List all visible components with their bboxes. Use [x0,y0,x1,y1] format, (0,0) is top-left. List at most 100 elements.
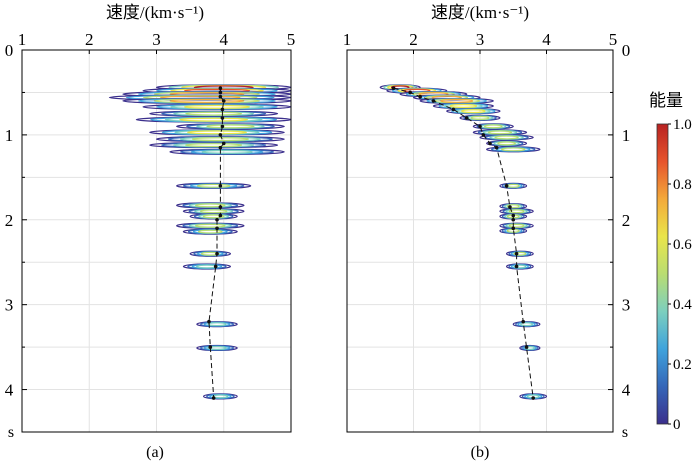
colorbar-tick-label: 0.8 [673,177,692,193]
y-tick-label: 4 [5,381,14,400]
velocity-pick-point [508,205,512,209]
energy-contour [494,135,519,140]
energy-cluster [512,321,541,328]
energy-contour [487,130,513,135]
energy-cluster [189,250,232,257]
energy-cluster [189,213,238,220]
velocity-pick-point [221,99,226,103]
x-tick-label: 4 [542,30,551,49]
x-axis-title-b: 速度/(km·s⁻¹) [431,3,529,22]
velocity-pick-point [511,217,516,222]
velocity-pick-point [511,226,516,231]
velocity-pick-point [524,345,529,349]
energy-contour [501,147,526,152]
energy-cluster [196,321,238,328]
energy-contour [506,204,520,209]
x-tick-label: 5 [609,30,618,49]
energy-cluster [182,208,245,215]
energy-contour [483,124,503,129]
velocity-pick-point [218,90,223,95]
velocity-pick-point [218,184,223,188]
colorbar-tick-label: 1.0 [673,117,692,133]
colorbar-tick-label: 0.6 [673,237,692,253]
energy-cluster [122,97,292,105]
y-tick-label: 1 [622,126,631,145]
velocity-pick-point [220,116,225,120]
energy-cluster [446,108,501,115]
energy-cluster [499,222,534,229]
energy-contour [194,223,226,228]
velocity-pick-point [218,205,223,209]
velocity-pick-line [208,88,225,399]
energy-cluster [486,146,541,153]
energy-cluster [155,136,285,143]
energy-cluster [506,263,534,270]
velocity-pick-point [431,99,436,103]
x-axis-title-a: 速度/(km·s⁻¹) [106,3,204,22]
colorbar-tick-label: 0.4 [673,297,692,313]
energy-contour [194,203,226,208]
energy-contour [449,104,478,109]
energy-cluster [486,140,528,147]
velocity-pick-point [488,141,492,146]
velocity-pick-point [478,124,482,129]
energy-cluster [176,202,245,209]
velocity-pick-point [220,124,225,129]
velocity-pick-point [464,116,469,120]
energy-cluster [202,393,238,400]
colorbar: 能量 1.0 0.8 0.6 0.4 0.2 0 [649,91,692,433]
y-tick-label: 3 [5,296,14,315]
energy-contour [206,124,255,129]
velocity-pick-point [218,94,223,99]
velocity-pick-point [451,107,456,112]
velocity-pick-point [215,226,219,231]
x-tick-label: 3 [476,30,485,49]
energy-contour [196,183,231,188]
energy-contour [470,115,490,120]
velocity-pick-point [218,86,223,90]
velocity-pick-point [215,251,219,256]
colorbar-gradient [656,123,669,425]
x-tick-label: 1 [343,30,352,49]
velocity-pick-point [218,145,223,150]
velocity-pick-point [504,184,509,188]
y-tick-label: 0 [622,41,631,60]
x-tick-label: 2 [85,30,94,49]
y-tick-label: 2 [5,211,14,230]
y-unit-label-right: s [622,424,628,441]
energy-cluster [499,208,534,215]
energy-cluster [479,134,534,141]
energy-contour [185,143,243,148]
energy-cluster [169,148,285,155]
velocity-pick-point [211,396,216,400]
y-tick-label: 4 [622,381,631,400]
energy-contour [169,98,245,103]
y-tick-label: 1 [5,126,14,145]
velocity-pick-point [531,396,535,400]
velocity-pick-point [207,319,211,324]
energy-contour [191,137,249,142]
velocity-pick-point [218,133,223,137]
velocity-pick-point [213,264,218,269]
energy-cluster [176,222,245,229]
velocity-pick-point [208,345,213,349]
energy-cluster [506,250,534,257]
energy-contour [184,104,250,109]
energy-cluster [196,344,238,352]
energy-contour [199,209,228,214]
colorbar-title: 能量 [649,91,683,110]
y-unit-label-left: s [8,424,14,441]
velocity-pick-point [521,319,526,324]
energy-contour [179,117,249,122]
panel-a-label: (a) [146,444,164,461]
energy-contour [497,141,516,146]
velocity-pick-point [408,90,412,95]
energy-cluster [182,228,238,235]
energy-contour [187,130,248,135]
energy-contour [207,322,227,327]
velocity-pick-point [418,94,422,99]
energy-contour [520,322,533,327]
velocity-pick-point [218,213,223,218]
